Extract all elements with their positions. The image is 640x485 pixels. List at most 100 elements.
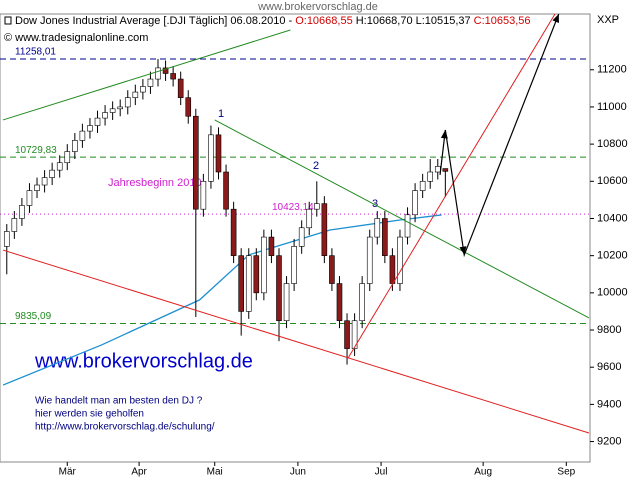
candle-body [404, 214, 411, 238]
candle-body [34, 184, 40, 191]
candle-body [26, 190, 33, 206]
candle-body [329, 255, 335, 284]
note: http://www.brokervorschlag.de/schulung/ [35, 422, 215, 433]
candle-body [434, 166, 441, 173]
point-label: 3 [372, 198, 378, 210]
header: Dow Jones Industrial Average [.DJI Tägli… [15, 15, 531, 27]
candle-body [49, 169, 55, 178]
candle-body [162, 67, 169, 74]
candle-body [351, 320, 358, 349]
candle-body [215, 134, 222, 173]
candle-body [140, 86, 146, 93]
candle-body [200, 181, 207, 210]
candle-body [344, 320, 350, 349]
y-tick-label: 10000 [597, 287, 628, 299]
candle-body [427, 171, 434, 182]
y-tick-label: 9600 [597, 361, 621, 373]
header-ohlc: O:10668,55 [295, 15, 353, 27]
candle-body [170, 73, 176, 80]
y-tick-label: 11200 [597, 64, 627, 76]
point-label: 2 [313, 160, 319, 172]
candle-body [276, 255, 282, 322]
level-label: 11258,01 [15, 47, 56, 58]
x-tick-label: Apr [131, 467, 147, 478]
candle-body [306, 208, 313, 229]
candle-body [245, 255, 252, 312]
candle-body [223, 171, 229, 210]
header-ohlc: L:10515,37 [416, 15, 471, 27]
candle-body [208, 134, 214, 182]
axis-name: XXP [597, 14, 619, 26]
candle-body [185, 97, 192, 117]
y-tick-label: 10600 [597, 175, 628, 187]
header-ohlc: C:10653,56 [474, 15, 531, 27]
plot-frame [0, 13, 591, 463]
candle-body [79, 130, 86, 141]
candle-body [64, 151, 71, 164]
trend-line [2, 249, 590, 434]
candle-body [238, 255, 244, 312]
point-label: 1 [218, 108, 224, 120]
x-tick-label: Mai [207, 467, 223, 478]
x-tick-label: Aug [474, 467, 492, 478]
header-ohlc: H:10668,70 [356, 15, 413, 27]
site-url: www.brokervorschlag.de [257, 1, 378, 13]
level-label: 10729,83 [15, 145, 57, 156]
arrow-head [440, 129, 448, 139]
copyright: © www.tradesignalonline.com [4, 32, 148, 44]
arrow-head [459, 246, 467, 255]
header-title: Dow Jones Industrial Average [.DJI Tägli… [15, 15, 293, 27]
candle-body [374, 218, 381, 238]
candle-body [253, 255, 260, 294]
candle-body [261, 236, 267, 294]
candle-body [283, 283, 290, 322]
trend-line [214, 119, 590, 319]
header-icon [4, 16, 12, 25]
x-tick-label: Jun [290, 467, 306, 478]
forecast-arrow [439, 13, 560, 258]
x-tick-label: Sep [557, 467, 575, 478]
y-tick-label: 11000 [597, 101, 627, 113]
candle-body [366, 236, 373, 284]
level-label: 10423,14 [272, 202, 314, 213]
candle-body [87, 125, 93, 132]
trend-line [2, 29, 291, 121]
candle-body [72, 140, 78, 152]
candle-body [19, 205, 25, 219]
note: Wie handelt man am besten den DJ ? [35, 396, 203, 407]
trend-line [347, 13, 556, 359]
candle-body [94, 117, 101, 126]
y-tick-label: 9400 [597, 398, 621, 410]
candle-body [102, 112, 108, 119]
x-tick-label: Mär [59, 467, 77, 478]
candle-body [193, 115, 199, 210]
level-label: 9835,09 [15, 311, 52, 322]
candle-body [397, 236, 403, 284]
candle-body [336, 283, 343, 322]
candle-body [147, 78, 154, 87]
candle-body [291, 246, 297, 284]
candle-body [177, 78, 184, 98]
candle-body [56, 162, 63, 171]
x-tick-label: Jul [375, 467, 388, 478]
candle-body [321, 203, 328, 256]
y-tick-label: 10800 [597, 138, 628, 150]
candle-body [382, 218, 388, 256]
brand: www.brokervorschlag.de [34, 350, 253, 372]
candle-body [230, 208, 237, 256]
candle-body [389, 255, 396, 284]
candle-body [117, 106, 123, 110]
candle-body [109, 108, 116, 113]
candle-body [155, 67, 161, 80]
note: hier werden sie geholfen [35, 409, 144, 420]
candle-body [3, 231, 10, 247]
candle-body [359, 283, 365, 322]
candle-body [419, 181, 426, 191]
y-tick-label: 9200 [597, 435, 621, 447]
y-tick-label: 10200 [597, 250, 628, 262]
candle-body [313, 203, 320, 210]
candle-body [268, 236, 275, 256]
candle-body [124, 97, 131, 108]
level-note: Jahresbeginn 2010 [108, 177, 202, 189]
